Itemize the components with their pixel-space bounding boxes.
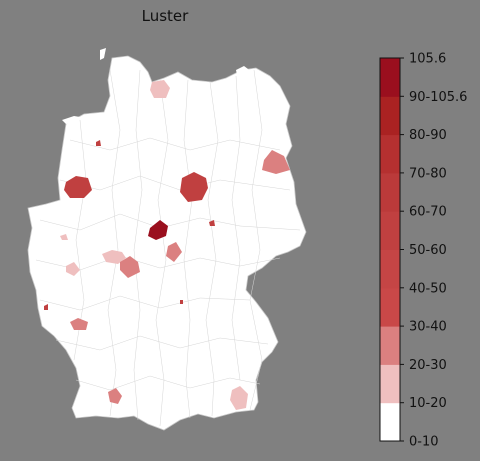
colorbar-bin-9 bbox=[380, 58, 400, 97]
colorbar-bin-6 bbox=[380, 172, 400, 212]
colorbar-bins bbox=[380, 58, 400, 442]
region-magdeburg bbox=[180, 172, 208, 202]
colorbar-tick-label: 50-60 bbox=[409, 243, 447, 258]
region-saarland-edge bbox=[44, 304, 48, 310]
colorbar-tick-label: 10-20 bbox=[409, 396, 447, 411]
region-hesse-north-west bbox=[102, 250, 126, 264]
colorbar-tick-label: 20-30 bbox=[409, 358, 447, 373]
colorbar-bin-2 bbox=[380, 326, 400, 365]
colorbar-tick-label: 90-105.6 bbox=[409, 90, 467, 105]
north-frisian-islands bbox=[100, 48, 106, 60]
ruegen-island bbox=[236, 66, 252, 82]
germany-outline bbox=[27, 48, 307, 431]
region-thuringia-central bbox=[166, 242, 182, 262]
region-bavaria-south-east bbox=[230, 386, 248, 410]
region-hesse-north-east bbox=[120, 256, 140, 278]
region-brandenburg-east bbox=[262, 150, 290, 174]
fehmarn-island bbox=[182, 86, 192, 94]
colorbar-tick-label: 80-90 bbox=[409, 128, 447, 143]
germany-choropleth-map bbox=[27, 48, 307, 431]
region-north-rhine-small bbox=[60, 234, 68, 240]
region-saxony-anhalt-east bbox=[209, 220, 215, 226]
region-bavaria-franconia-small bbox=[180, 300, 183, 304]
region-oldenburg-small bbox=[96, 140, 101, 146]
region-schleswig-holstein-east bbox=[150, 80, 170, 98]
colorbar-ticks: 0-10 10-20 20-30 30-40 40-50 50-60 60-70 70-80 8… bbox=[400, 52, 467, 450]
colorbar-tick-label: 105.6 bbox=[409, 52, 446, 67]
colorbar-tick-label: 30-40 bbox=[409, 320, 447, 335]
colorbar-tick-label: 70-80 bbox=[409, 166, 447, 181]
region-baden-wuerttemberg-south bbox=[108, 388, 122, 404]
colorbar-bin-0 bbox=[380, 402, 400, 442]
highlighted-regions bbox=[44, 80, 290, 410]
colorbar-tick-label: 0-10 bbox=[409, 435, 439, 450]
colorbar-bin-3 bbox=[380, 287, 400, 327]
germany-mainland bbox=[27, 55, 307, 431]
colorbar-bin-8 bbox=[380, 96, 400, 136]
region-emsland bbox=[64, 176, 92, 198]
colorbar-bin-5 bbox=[380, 211, 400, 250]
region-rhineland-palatinate-south bbox=[70, 318, 88, 330]
colorbar-tick-label: 40-50 bbox=[409, 281, 447, 296]
region-rhineland bbox=[66, 262, 80, 276]
colorbar-tick-label: 60-70 bbox=[409, 205, 447, 220]
colorbar-bin-1 bbox=[380, 364, 400, 404]
region-harz bbox=[148, 220, 168, 240]
colorbar-bin-7 bbox=[380, 134, 400, 174]
map-title: Luster bbox=[141, 7, 189, 25]
colorbar-bin-4 bbox=[380, 249, 400, 289]
